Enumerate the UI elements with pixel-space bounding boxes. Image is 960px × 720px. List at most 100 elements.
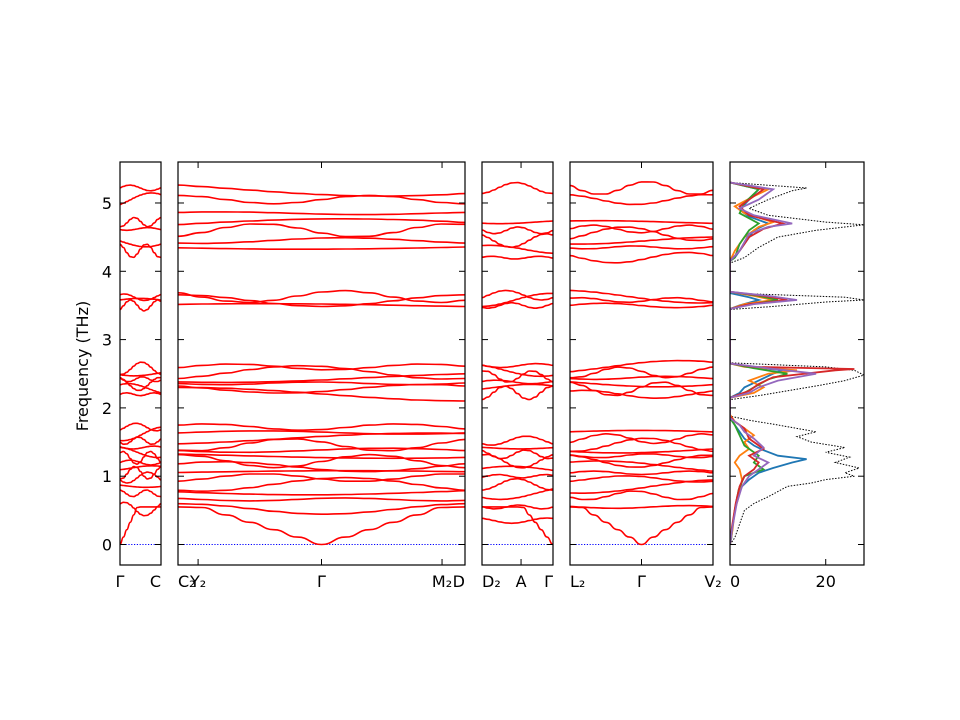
band-line (569, 251, 714, 264)
band-panel-4: L₂ Γ V₂ (569, 161, 722, 591)
y-tick-label: 0 (102, 536, 112, 555)
band-line (177, 453, 466, 460)
band-line (177, 460, 466, 473)
band-line (177, 184, 466, 197)
band-line (569, 432, 714, 445)
dos-total-line (730, 182, 864, 545)
band-line (177, 217, 466, 226)
band-line (569, 381, 714, 388)
band-line (569, 460, 714, 472)
band-line (119, 192, 162, 206)
band-line (481, 473, 554, 479)
band-line (481, 292, 553, 308)
dos-projected-line-5 (730, 181, 817, 545)
band-panel-1: 0 1 2 3 4 5 Γ C (102, 161, 162, 591)
band-line (119, 293, 162, 302)
band-line (569, 224, 714, 234)
band-line (177, 363, 466, 371)
band-line (569, 490, 714, 501)
band-line (481, 465, 554, 472)
band-line (177, 438, 466, 452)
band-panel-3: D₂ A Γ (481, 161, 554, 591)
band-line (119, 450, 162, 466)
band-line (119, 445, 162, 450)
band-line (570, 236, 714, 245)
band-line (569, 193, 714, 206)
band-line (119, 459, 162, 466)
band-line (569, 470, 714, 476)
band-line (569, 506, 714, 546)
band-line (569, 296, 714, 304)
band-line (481, 362, 554, 369)
band-line (569, 226, 714, 242)
band-line (177, 453, 466, 469)
band-line (569, 504, 714, 510)
band-line (177, 430, 466, 435)
band-line (481, 220, 554, 225)
y-tick-label: 4 (102, 262, 112, 281)
band-line (481, 504, 554, 510)
band-line (481, 370, 554, 383)
band-line (569, 475, 714, 483)
band-line (481, 255, 554, 260)
band-line (119, 382, 162, 394)
band-line (119, 464, 162, 471)
x-tick-label: A (516, 572, 527, 591)
band-line (119, 216, 162, 228)
band-line (481, 517, 554, 525)
band-line (569, 181, 714, 195)
band-line (119, 436, 162, 446)
band-line (119, 422, 162, 432)
band-line (569, 453, 714, 459)
panel-frame (481, 161, 554, 566)
band-line (119, 506, 161, 546)
band-line (481, 379, 554, 385)
band-line (119, 361, 162, 376)
x-tick-label: V₂ (704, 572, 721, 591)
band-line (481, 383, 554, 390)
band-line (569, 429, 714, 433)
band-line (481, 301, 554, 310)
x-tick-label: Γ (544, 572, 553, 591)
dos-x-tick-label: 20 (816, 572, 836, 591)
band-line (119, 465, 162, 480)
band-line (177, 497, 466, 502)
x-tick-label: Γ (637, 572, 646, 591)
band-line (177, 423, 466, 432)
band-line (569, 289, 714, 304)
band-line (481, 289, 554, 301)
band-line (177, 373, 466, 384)
band-line (177, 223, 466, 238)
band-line (119, 184, 162, 192)
band-line (569, 375, 714, 381)
band-line (177, 211, 466, 216)
band-line (177, 432, 466, 445)
band-line (119, 489, 162, 498)
band-line (569, 219, 714, 225)
dos-projected-line-2 (730, 181, 798, 545)
dos-x-tick-label: 0 (730, 572, 740, 591)
band-line (177, 473, 465, 483)
x-tick-label: C₂ (178, 572, 196, 591)
band-line (481, 385, 554, 401)
band-line (481, 446, 554, 450)
band-line (177, 386, 466, 402)
band-line (177, 302, 466, 308)
x-tick-label: D (453, 572, 465, 591)
band-line (177, 447, 466, 454)
band-line (481, 488, 554, 501)
y-axis-label: Frequency (THz) (73, 301, 92, 431)
band-line (177, 381, 466, 386)
band-line (177, 502, 466, 516)
band-line (177, 194, 466, 205)
band-line (119, 391, 162, 397)
dos-frame (729, 161, 865, 566)
band-line (481, 449, 554, 460)
x-tick-label: Γ (317, 572, 326, 591)
band-line (481, 226, 554, 235)
band-line (119, 297, 162, 301)
x-tick-label: D₂ (482, 572, 501, 591)
